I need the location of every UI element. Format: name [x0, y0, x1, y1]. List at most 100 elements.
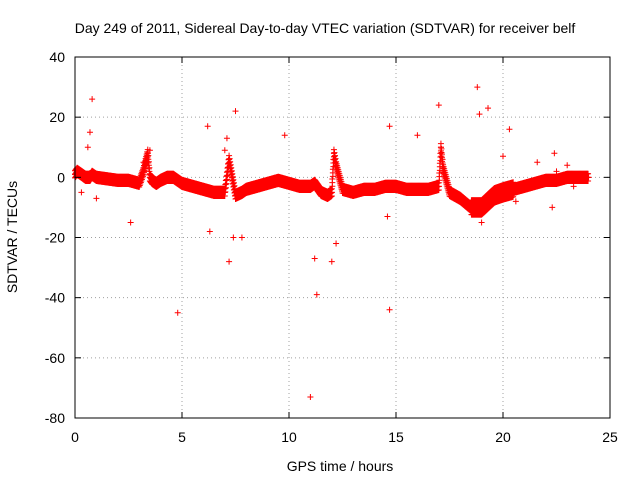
data-point [211, 189, 218, 196]
data-point [439, 151, 446, 158]
data-point [532, 180, 539, 187]
data-point [457, 195, 464, 202]
data-point [549, 204, 556, 211]
data-point [350, 189, 357, 196]
data-point [435, 102, 442, 109]
data-point [223, 135, 230, 142]
data-point [435, 183, 442, 190]
data-point [228, 167, 235, 174]
data-point [221, 189, 228, 196]
data-point [333, 162, 340, 169]
data-point [585, 174, 592, 181]
data-point [296, 183, 303, 190]
data-point [230, 179, 237, 186]
y-tick-label: -80 [45, 410, 65, 426]
data-point [238, 189, 245, 196]
data-point [264, 180, 271, 187]
data-point [149, 177, 156, 184]
data-point [93, 174, 100, 181]
data-point [425, 186, 432, 193]
data-point [485, 105, 492, 112]
data-point [324, 192, 331, 199]
y-tick-label: -20 [45, 230, 65, 246]
data-point [174, 177, 181, 184]
data-point [553, 168, 560, 175]
data-point [89, 171, 96, 178]
data-point [189, 183, 196, 190]
data-point [386, 183, 393, 190]
data-point [521, 183, 528, 190]
data-point [146, 164, 153, 171]
data-point [230, 234, 237, 241]
data-point [360, 186, 367, 193]
data-point [86, 129, 93, 136]
data-point [485, 198, 492, 205]
data-point [414, 186, 421, 193]
data-point [329, 175, 336, 182]
data-point [437, 144, 444, 151]
data-point [226, 156, 233, 163]
data-point [313, 291, 320, 298]
data-point [227, 161, 234, 168]
data-point [146, 147, 153, 154]
data-point [553, 177, 560, 184]
data-point [440, 165, 447, 172]
data-point [311, 255, 318, 262]
data-point [84, 144, 91, 151]
data-point [136, 180, 143, 187]
data-point [330, 150, 337, 157]
data-point [146, 174, 153, 181]
axis-ticks: 0 5 10 15 20 25 -80 -60 -40 -20 0 20 40 [45, 49, 618, 445]
data-points [72, 84, 592, 400]
data-point [512, 198, 519, 205]
data-point [275, 177, 282, 184]
data-point [564, 162, 571, 169]
data-point [286, 180, 292, 187]
data-point [439, 156, 446, 163]
data-point [104, 175, 111, 182]
data-point [307, 393, 314, 400]
data-point [125, 177, 132, 184]
data-point [574, 174, 581, 181]
data-point [403, 186, 410, 193]
data-point [153, 180, 160, 187]
data-point [226, 258, 233, 265]
data-point [414, 132, 421, 139]
y-tick-label: 40 [49, 49, 65, 65]
data-point [89, 96, 96, 103]
grid [75, 57, 610, 418]
data-point [500, 153, 506, 160]
data-point [114, 177, 121, 184]
data-point [204, 123, 211, 130]
data-point [145, 158, 152, 165]
data-point [510, 186, 517, 193]
data-point [510, 179, 517, 186]
data-point [170, 174, 177, 181]
data-point [542, 177, 549, 184]
data-point [230, 176, 237, 183]
data-point [221, 147, 228, 154]
data-point [585, 170, 592, 177]
data-point [506, 126, 513, 133]
data-point [222, 177, 229, 184]
data-point [393, 183, 399, 190]
data-point [436, 169, 443, 176]
data-point [332, 155, 339, 162]
data-point [78, 171, 85, 178]
data-point [253, 183, 260, 190]
data-point [174, 309, 181, 316]
x-tick-label: 25 [602, 429, 618, 445]
data-point [476, 111, 483, 118]
data-point [232, 108, 239, 115]
data-point [222, 181, 229, 188]
data-point [446, 189, 453, 196]
data-point [386, 306, 393, 313]
x-axis-label: GPS time / hours [287, 458, 394, 474]
data-point [328, 258, 335, 265]
data-point [243, 186, 250, 193]
data-point [157, 177, 164, 184]
y-tick-label: -40 [45, 290, 65, 306]
data-point [491, 192, 498, 199]
